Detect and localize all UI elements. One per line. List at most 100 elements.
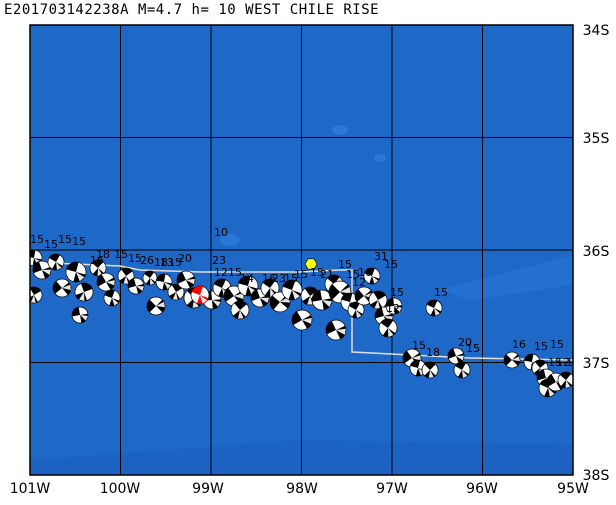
focal-mechanism-symbol xyxy=(385,297,403,315)
depth-label: 15 xyxy=(534,340,548,353)
focal-mechanism-symbol xyxy=(378,318,398,338)
depth: h= 10 xyxy=(191,2,237,18)
depth-label: 18 xyxy=(426,346,440,359)
axis-labels: 101W 100W 99W 98W 97W 96W 95W 34S 35S 36S 37S 38S xyxy=(10,23,610,497)
depth-label: 16 xyxy=(262,272,276,285)
latitude-label: 36S xyxy=(583,244,610,260)
depth-label: 15 xyxy=(384,258,398,271)
depth-label: 15 xyxy=(434,286,448,299)
depth-label: 15 xyxy=(72,235,86,248)
focal-mechanism-symbol xyxy=(65,261,87,283)
depth-label: 31 xyxy=(374,250,388,263)
longitude-label: 100W xyxy=(100,481,141,497)
focal-mechanism-symbol xyxy=(32,260,52,280)
region-name: WEST CHILE RISE xyxy=(245,2,380,18)
depth-label: 15 xyxy=(548,356,562,369)
ridge-shallow xyxy=(440,255,573,300)
depth-label: 16 xyxy=(358,266,372,279)
depth-label: 15 xyxy=(44,238,58,251)
depth-label: 12 xyxy=(352,276,366,289)
seamount xyxy=(374,154,386,162)
depth-label: 15 xyxy=(566,356,580,369)
depth-label: 13 xyxy=(160,256,174,269)
depth-label: 20 xyxy=(178,252,192,265)
focal-mechanism-symbol xyxy=(47,253,65,271)
map-title: E201703142238A M=4.7 h= 10 WEST CHILE RI… xyxy=(4,2,379,18)
focal-mechanism-symbol xyxy=(421,361,439,379)
depth-label: 15 xyxy=(228,266,242,279)
depth-label: 16 xyxy=(512,338,526,351)
longitude-label: 98W xyxy=(286,481,318,497)
seamount xyxy=(332,125,348,135)
focal-mechanism-symbol xyxy=(190,285,210,305)
focal-mechanism-symbol xyxy=(291,309,313,331)
focal-mechanism-symbol xyxy=(230,300,250,320)
focal-mechanism-symbol xyxy=(176,270,196,290)
depth-label: 15 xyxy=(284,272,298,285)
depth-label: 10 xyxy=(214,226,228,239)
seamount xyxy=(220,234,240,246)
depth-label: 15 xyxy=(466,342,480,355)
depth-label: 18 xyxy=(96,248,110,261)
focal-mechanism-symbol xyxy=(557,371,573,389)
latitude-label: 38S xyxy=(583,468,610,484)
focal-mechanism-symbol xyxy=(347,301,365,319)
depth-label: 15 xyxy=(168,256,182,269)
focal-mechanism-symbol xyxy=(127,277,145,295)
depth-label: 15 xyxy=(390,286,404,299)
map-frame xyxy=(29,24,574,476)
depth-label: 12 xyxy=(386,302,400,315)
depth-label: 15 xyxy=(58,233,72,246)
epicenter-marker xyxy=(304,258,318,270)
depth-label: 12 xyxy=(214,266,228,279)
focal-mechanism-symbol xyxy=(237,275,259,297)
focal-mechanism-symbol xyxy=(146,296,166,316)
depth-label: 14 xyxy=(240,272,254,285)
depth-label: 21 xyxy=(320,268,334,281)
focal-mechanism-symbol xyxy=(453,361,471,379)
focal-mechanism-symbol xyxy=(363,267,381,285)
focal-mechanism-symbol xyxy=(103,289,121,307)
depth-label: 12 xyxy=(556,356,570,369)
focal-mechanism-symbol xyxy=(281,279,303,301)
latitude-label: 34S xyxy=(583,23,610,39)
depth-label: 26 xyxy=(140,254,154,267)
focal-mechanism-symbol xyxy=(325,319,347,341)
focal-mechanism-symbol xyxy=(447,347,465,365)
focal-mechanism-symbol xyxy=(311,289,333,311)
depth-label: 15 xyxy=(128,252,142,265)
depth-label: 23 xyxy=(212,254,226,267)
depth-label: 15 xyxy=(550,338,564,351)
focal-mechanism-symbol xyxy=(74,282,94,302)
depth-label: 15 xyxy=(30,233,44,246)
focal-mechanism-symbol xyxy=(30,286,43,304)
latitude-label: 37S xyxy=(583,356,610,372)
focal-mechanism-symbol xyxy=(71,306,89,324)
focal-mechanism-symbol xyxy=(52,278,72,298)
depth-label: 20 xyxy=(458,336,472,349)
focal-mechanism-symbol xyxy=(503,351,521,369)
depth-label: 15 xyxy=(346,268,360,281)
longitude-label: 96W xyxy=(466,481,498,497)
longitude-label: 95W xyxy=(557,481,589,497)
depth-label: 15 xyxy=(412,339,426,352)
depth-label: 15 xyxy=(338,258,352,271)
focal-mechanism-symbol xyxy=(96,272,116,292)
event-id: E201703142238A xyxy=(4,2,130,18)
latitude-label: 35S xyxy=(583,131,610,147)
depth-label: 18 xyxy=(154,256,168,269)
focal-mechanism-symbol xyxy=(425,299,443,317)
focal-mechanism-symbol xyxy=(155,273,173,291)
magnitude: M=4.7 xyxy=(137,2,183,18)
depth-label: 15 xyxy=(114,248,128,261)
longitude-label: 97W xyxy=(376,481,408,497)
depth-label: 16 xyxy=(90,254,104,267)
depth-label: 15 xyxy=(310,266,324,279)
focal-mechanism-symbol xyxy=(250,288,270,308)
depth-label: 23 xyxy=(272,272,286,285)
longitude-label: 99W xyxy=(192,481,224,497)
longitude-label: 101W xyxy=(10,481,51,497)
depth-label: 15 xyxy=(294,268,308,281)
